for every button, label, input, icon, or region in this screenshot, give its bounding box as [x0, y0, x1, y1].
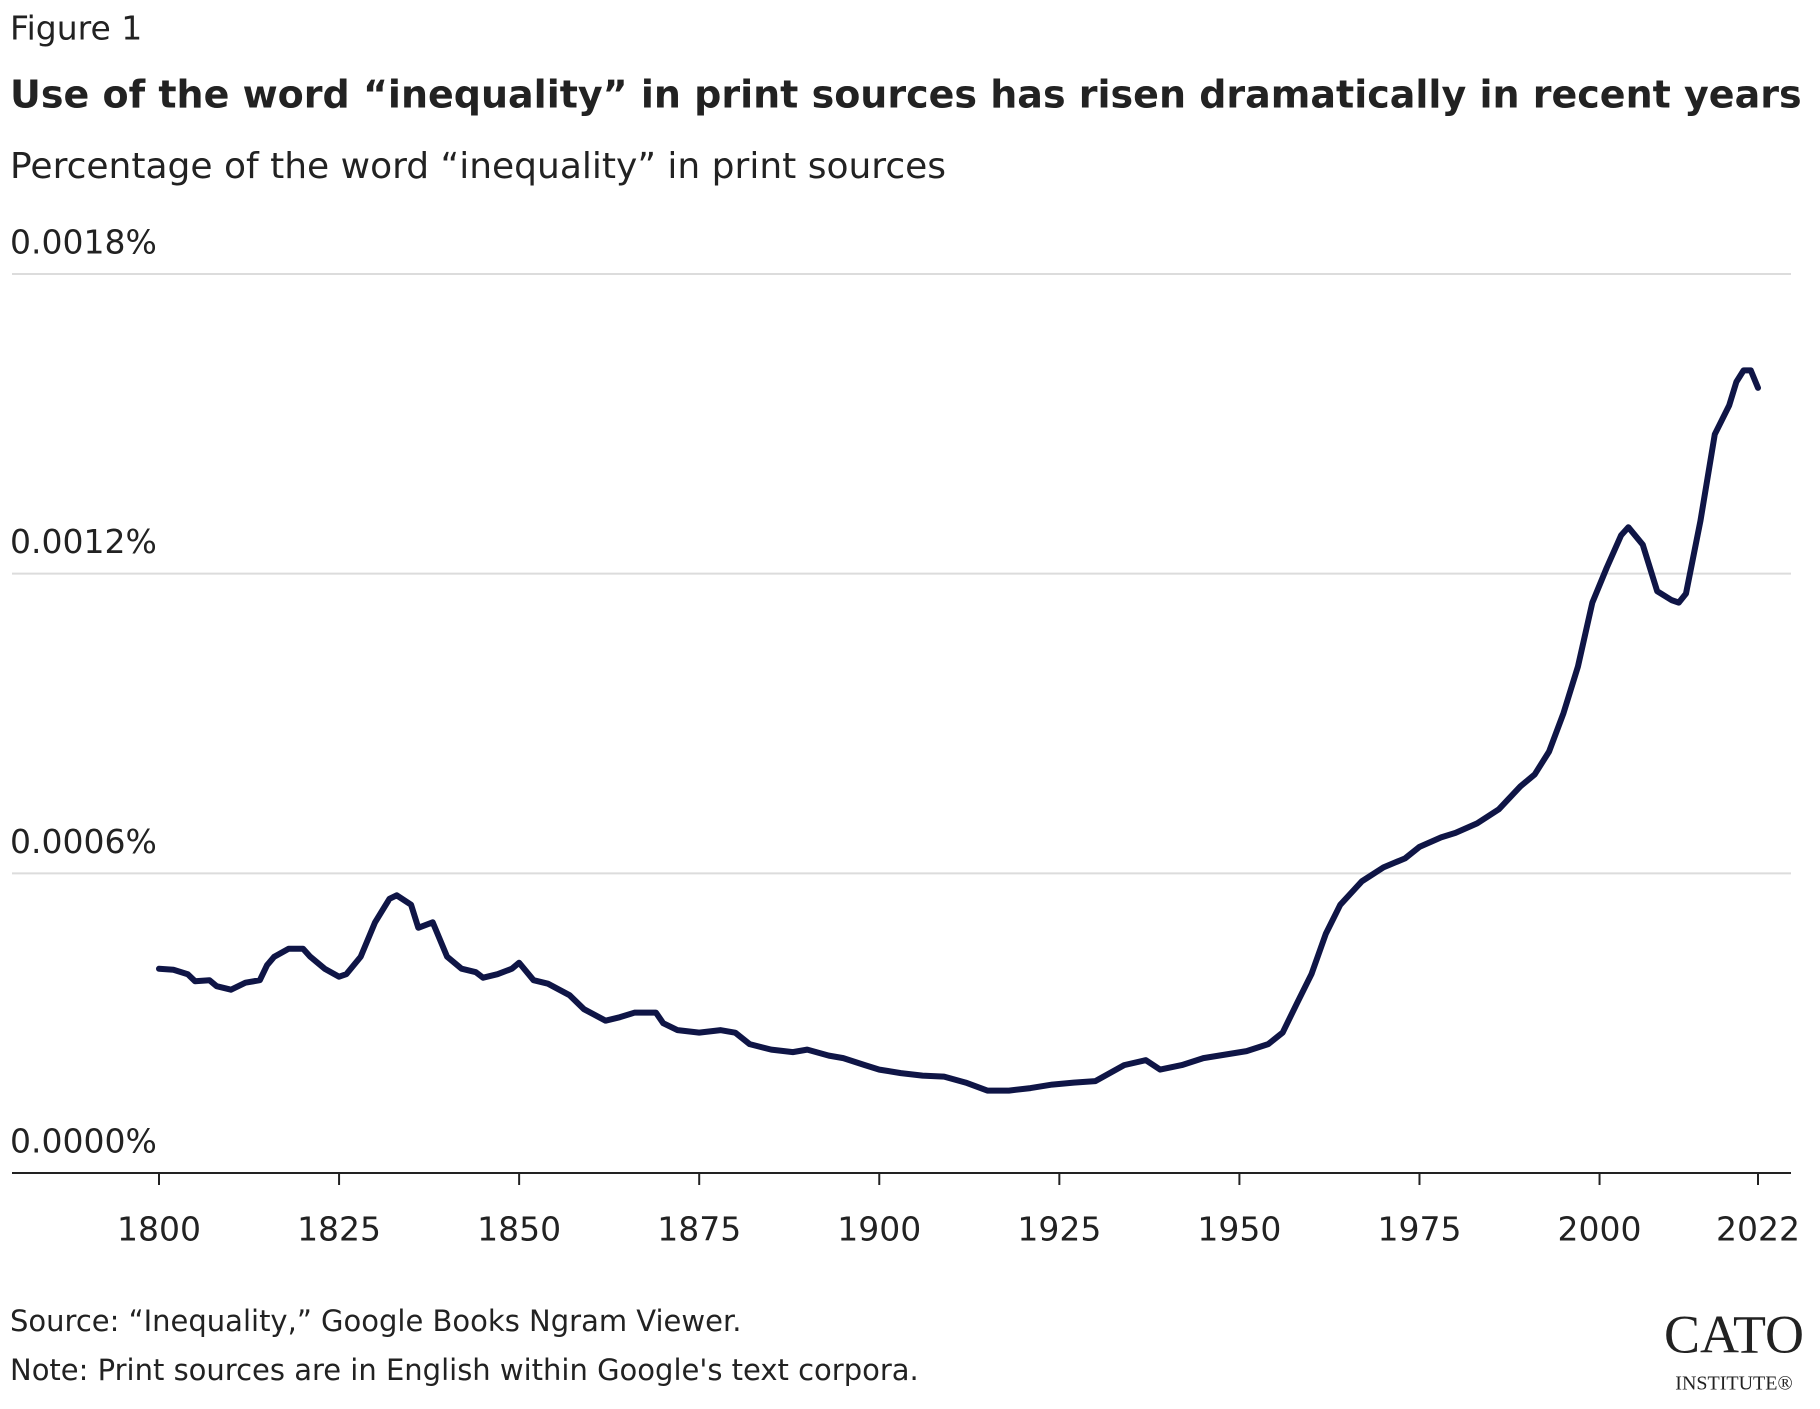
- logo-subtitle: INSTITUTE®: [1675, 1373, 1792, 1395]
- x-tick-label: 1850: [477, 1210, 561, 1249]
- y-tick-label: 0.0012%: [10, 522, 157, 561]
- x-tick-label: 1875: [657, 1210, 741, 1249]
- figure-label: Figure 1: [10, 9, 142, 48]
- x-tick-label: 1800: [117, 1210, 201, 1249]
- x-tick-label: 1975: [1377, 1210, 1461, 1249]
- logo: CATO: [1664, 1304, 1804, 1364]
- y-tick-label: 0.0000%: [10, 1122, 157, 1161]
- x-tick-label: 1900: [837, 1210, 921, 1249]
- chart-subtitle: Percentage of the word “inequality” in p…: [10, 146, 946, 187]
- note: Note: Print sources are in English withi…: [10, 1353, 919, 1387]
- x-tick-label: 1825: [297, 1210, 381, 1249]
- x-tick-label: 1925: [1017, 1210, 1101, 1249]
- line: [156, 367, 1761, 1094]
- chart-title: Use of the word “inequality” in print so…: [10, 73, 1802, 117]
- y-tick-label: 0.0018%: [10, 223, 157, 262]
- y-tick-label: 0.0006%: [10, 822, 157, 861]
- x-tick-label: 2022: [1716, 1210, 1800, 1249]
- source-note: Source: “Inequality,” Google Books Ngram…: [10, 1304, 741, 1338]
- x-tick-label: 1950: [1197, 1210, 1281, 1249]
- x-tick-label: 2000: [1558, 1210, 1642, 1249]
